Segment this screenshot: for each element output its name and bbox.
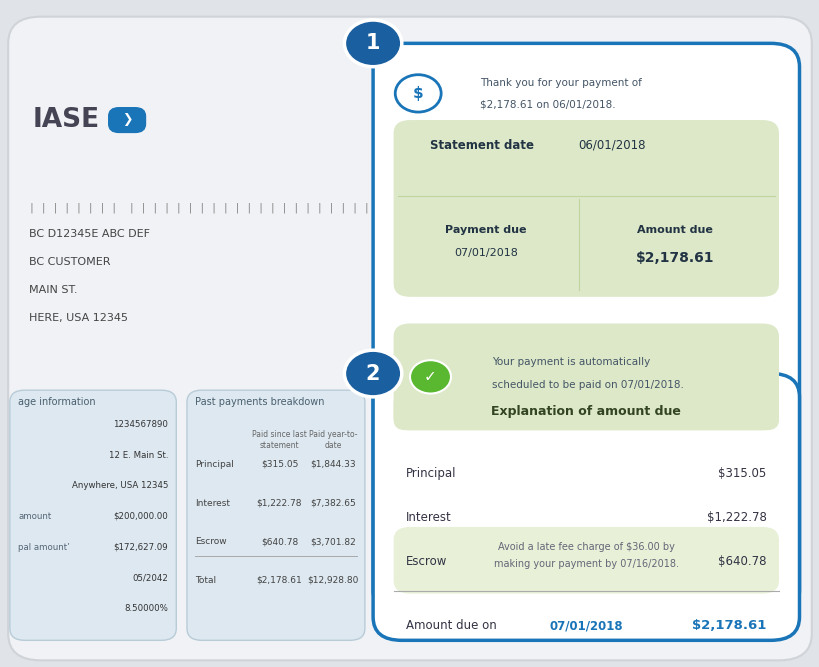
Text: Principal: Principal <box>405 467 456 480</box>
Text: 1: 1 <box>365 33 380 53</box>
Text: 05/2042: 05/2042 <box>132 574 168 582</box>
Text: Escrow: Escrow <box>405 555 446 568</box>
Text: $12,928.80: $12,928.80 <box>307 576 358 585</box>
Text: $640.78: $640.78 <box>717 555 766 568</box>
Text: IASE: IASE <box>33 107 100 133</box>
Text: $2,178.61: $2,178.61 <box>635 251 713 265</box>
Text: Past payments breakdown: Past payments breakdown <box>195 397 324 407</box>
Text: Your payment is automatically: Your payment is automatically <box>491 358 649 367</box>
Text: 06/01/2018: 06/01/2018 <box>577 139 645 152</box>
Text: Explanation of amount due: Explanation of amount due <box>491 406 681 418</box>
Text: $1,222.78: $1,222.78 <box>706 511 766 524</box>
Text: $2,178.61: $2,178.61 <box>691 619 766 632</box>
Text: Principal: Principal <box>195 460 233 469</box>
Text: Statement date: Statement date <box>430 139 534 152</box>
Text: scheduled to be paid on 07/01/2018.: scheduled to be paid on 07/01/2018. <box>491 380 683 390</box>
Text: Paid since last
statement: Paid since last statement <box>251 430 306 450</box>
Text: $315.05: $315.05 <box>717 467 766 480</box>
Text: Interest: Interest <box>195 499 230 508</box>
FancyBboxPatch shape <box>10 390 176 640</box>
Text: $7,382.65: $7,382.65 <box>310 499 355 508</box>
Text: $640.78: $640.78 <box>260 538 298 546</box>
FancyBboxPatch shape <box>393 527 778 594</box>
Circle shape <box>344 20 401 67</box>
Text: Amount due: Amount due <box>636 225 712 235</box>
FancyBboxPatch shape <box>187 390 364 640</box>
Text: 2: 2 <box>365 364 380 384</box>
FancyBboxPatch shape <box>373 374 799 640</box>
Text: 8.50000%: 8.50000% <box>124 604 168 613</box>
FancyBboxPatch shape <box>393 394 778 430</box>
Text: $1,222.78: $1,222.78 <box>256 499 302 508</box>
Text: 07/01/2018: 07/01/2018 <box>454 248 518 258</box>
FancyBboxPatch shape <box>393 120 778 297</box>
Text: MAIN ST.: MAIN ST. <box>29 285 77 295</box>
Circle shape <box>395 75 441 112</box>
Text: 1234567890: 1234567890 <box>113 420 168 429</box>
Text: 12 E. Main St.: 12 E. Main St. <box>108 451 168 460</box>
Text: BC D12345E ABC DEF: BC D12345E ABC DEF <box>29 229 150 239</box>
Text: $2,178.61 on 06/01/2018.: $2,178.61 on 06/01/2018. <box>479 99 614 109</box>
Text: Interest: Interest <box>405 511 451 524</box>
Text: $: $ <box>413 86 423 101</box>
FancyBboxPatch shape <box>373 43 799 614</box>
Circle shape <box>410 360 450 394</box>
FancyBboxPatch shape <box>393 323 778 430</box>
Text: making your payment by 07/16/2018.: making your payment by 07/16/2018. <box>493 559 678 569</box>
Text: Thank you for your payment of: Thank you for your payment of <box>479 78 640 87</box>
Text: $2,178.61: $2,178.61 <box>256 576 302 585</box>
Text: $315.05: $315.05 <box>260 460 298 469</box>
Text: age information: age information <box>18 397 96 407</box>
Text: Amount due on: Amount due on <box>405 619 500 632</box>
Text: $3,701.82: $3,701.82 <box>310 538 355 546</box>
Circle shape <box>344 350 401 397</box>
Text: Escrow: Escrow <box>195 538 227 546</box>
Text: ✓: ✓ <box>423 370 437 384</box>
Text: Paid year-to-
date: Paid year-to- date <box>308 430 357 450</box>
Text: Avoid a late fee charge of $36.00 by: Avoid a late fee charge of $36.00 by <box>497 542 674 552</box>
Text: Total: Total <box>195 576 216 585</box>
Text: $1,844.33: $1,844.33 <box>310 460 355 469</box>
Text: amount: amount <box>18 512 52 521</box>
Text: Payment due: Payment due <box>445 225 526 235</box>
Text: 07/01/2018: 07/01/2018 <box>549 619 622 632</box>
FancyBboxPatch shape <box>8 17 811 660</box>
Text: pal amount’: pal amount’ <box>18 543 70 552</box>
FancyBboxPatch shape <box>109 108 145 132</box>
Text: Anywhere, USA 12345: Anywhere, USA 12345 <box>71 482 168 490</box>
Text: | | | | | | | |  | | | | | | | | | | | | | | | | | | | | | | | | | | |: | | | | | | | | | | | | | | | | | | | | … <box>29 202 440 213</box>
Text: BC CUSTOMER: BC CUSTOMER <box>29 257 110 267</box>
Text: HERE, USA 12345: HERE, USA 12345 <box>29 313 128 323</box>
Text: $200,000.00: $200,000.00 <box>113 512 168 521</box>
Text: $172,627.09: $172,627.09 <box>113 543 168 552</box>
Text: ❯: ❯ <box>122 113 132 126</box>
